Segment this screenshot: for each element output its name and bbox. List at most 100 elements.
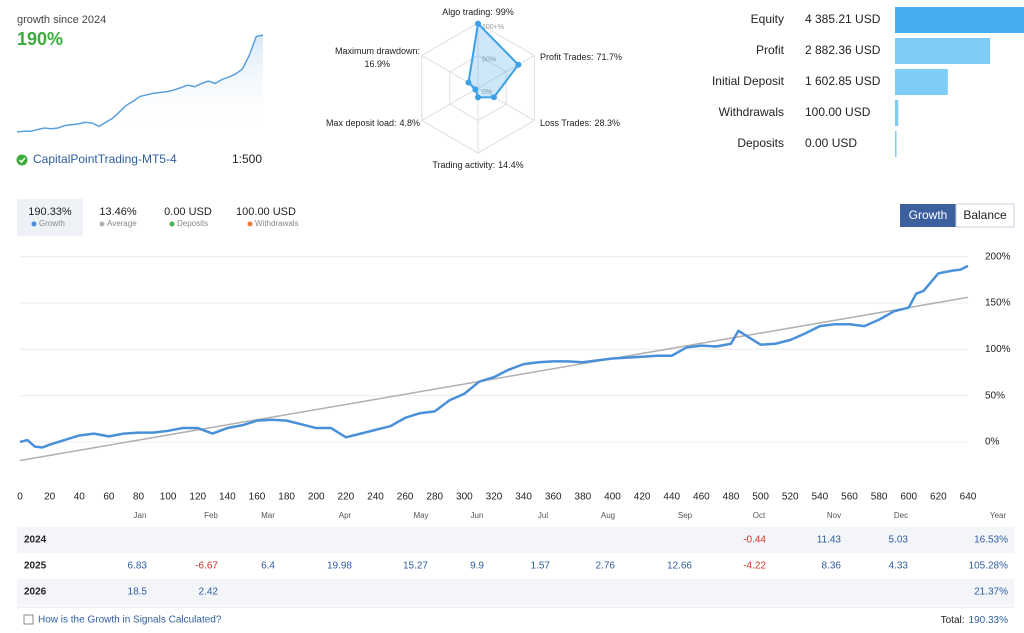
table-cell: 21.37%	[974, 587, 1008, 598]
total-value: 190.33%	[969, 615, 1009, 626]
stat-dot	[99, 221, 105, 227]
stat-label: Growth	[39, 219, 65, 228]
x-tick-label: 60	[103, 492, 115, 503]
radar-label: Loss Trades: 28.3%	[540, 118, 620, 128]
row-background	[17, 579, 1014, 605]
bar-label: Profit	[756, 43, 785, 57]
help-link[interactable]: How is the Growth in Signals Calculated?	[38, 615, 222, 626]
x-tick-label: 300	[456, 492, 473, 503]
column-header: Sep	[678, 511, 693, 520]
table-cell: 11.43	[817, 535, 842, 546]
table-cell: 1.57	[531, 561, 551, 572]
total: Total: 190.33%	[941, 615, 1008, 626]
radar-spoke	[421, 87, 479, 121]
x-tick-label: 540	[812, 492, 829, 503]
total-label: Total:	[941, 615, 965, 626]
stat-label: Deposits	[177, 219, 208, 228]
row-background	[17, 527, 1014, 553]
table-cell: 9.9	[470, 561, 484, 572]
info-icon	[23, 614, 34, 625]
tab-growth[interactable]	[900, 204, 956, 227]
x-tick-label: 360	[545, 492, 562, 503]
stat-label: Withdrawals	[255, 219, 299, 228]
x-tick-label: 80	[133, 492, 145, 503]
row-year: 2026	[24, 587, 47, 598]
radar-value: 99%	[496, 7, 514, 17]
radar-category: Maximum drawdown:	[335, 46, 420, 56]
y-tick-label: 0%	[985, 437, 1000, 448]
column-header: Dec	[894, 511, 908, 520]
radar-label: Algo trading: 99%	[442, 7, 514, 17]
x-tick-label: 260	[397, 492, 414, 503]
table-cell: 18.5	[128, 587, 148, 598]
x-tick-label: 140	[219, 492, 236, 503]
row-year: 2025	[24, 561, 47, 572]
radar-point	[490, 94, 497, 101]
stat-dot	[31, 221, 37, 227]
radar-category: Loss Trades:	[540, 118, 592, 128]
y-tick-label: 150%	[985, 298, 1011, 309]
x-tick-label: 320	[486, 492, 503, 503]
bar-label: Withdrawals	[719, 105, 784, 119]
bar-value: 2 882.36 USD	[805, 43, 881, 57]
bar-value: 0.00 USD	[805, 136, 857, 150]
x-tick-label: 0	[17, 492, 23, 503]
radar-category: Max deposit load:	[326, 118, 397, 128]
radar-label: Trading activity: 14.4%	[432, 160, 523, 170]
column-header: Jul	[538, 511, 548, 520]
x-tick-label: 200	[308, 492, 325, 503]
column-header: May	[413, 511, 428, 520]
column-header: Feb	[204, 511, 218, 520]
column-header: Year	[990, 511, 1007, 520]
radar-point	[475, 94, 481, 101]
radar-point	[465, 79, 472, 86]
tab-balance[interactable]	[955, 203, 1015, 228]
x-tick-label: 240	[367, 492, 384, 503]
row-year: 2024	[24, 535, 47, 546]
radar-tick-label: 0%	[482, 89, 492, 96]
column-header: Apr	[339, 511, 352, 520]
x-tick-label: 500	[752, 492, 769, 503]
x-tick-label: 340	[515, 492, 532, 503]
account-link[interactable]: CapitalPointTrading-MT5-4	[33, 152, 177, 166]
bar-value: 4 385.21 USD	[805, 12, 881, 26]
tab-label[interactable]: Growth	[909, 208, 948, 222]
bar	[895, 38, 990, 64]
radar-spoke	[477, 87, 535, 121]
table-cell: 2.42	[199, 587, 219, 598]
radar-category: Algo trading:	[442, 7, 493, 17]
tab-label[interactable]: Balance	[963, 208, 1007, 222]
sparkline	[16, 34, 264, 133]
x-tick-label: 520	[782, 492, 799, 503]
leverage: 1:500	[232, 152, 262, 166]
column-header: Aug	[601, 511, 615, 520]
table-cell: 6.4	[261, 561, 275, 572]
y-tick-label: 200%	[985, 251, 1011, 262]
bar	[895, 69, 948, 95]
x-tick-label: 380	[575, 492, 592, 503]
x-tick-label: 620	[930, 492, 947, 503]
radar-area	[467, 21, 520, 99]
column-header: Nov	[827, 511, 841, 520]
stat-dot	[169, 221, 175, 227]
radar-point	[472, 86, 479, 93]
radar-value: 16.9%	[364, 59, 390, 69]
stat-highlight	[17, 199, 83, 236]
radar-value: 28.3%	[595, 118, 621, 128]
x-tick-label: 40	[74, 492, 86, 503]
radar-value: 14.4%	[498, 160, 524, 170]
stat-label: Average	[107, 219, 137, 228]
radar-label: Profit Trades: 71.7%	[540, 52, 622, 62]
radar-point	[475, 20, 481, 27]
table-cell: 4.33	[889, 561, 909, 572]
stat-value: 0.00 USD	[164, 206, 212, 218]
table-cell: 8.36	[822, 561, 842, 572]
radar-value: 71.7%	[597, 52, 623, 62]
bar	[895, 100, 899, 126]
x-tick-label: 440	[663, 492, 680, 503]
bar-value: 1 602.85 USD	[805, 74, 881, 88]
bar	[895, 7, 1024, 33]
stat-value: 13.46%	[99, 206, 137, 218]
bar-label: Equity	[751, 12, 784, 26]
column-header: Mar	[261, 511, 275, 520]
